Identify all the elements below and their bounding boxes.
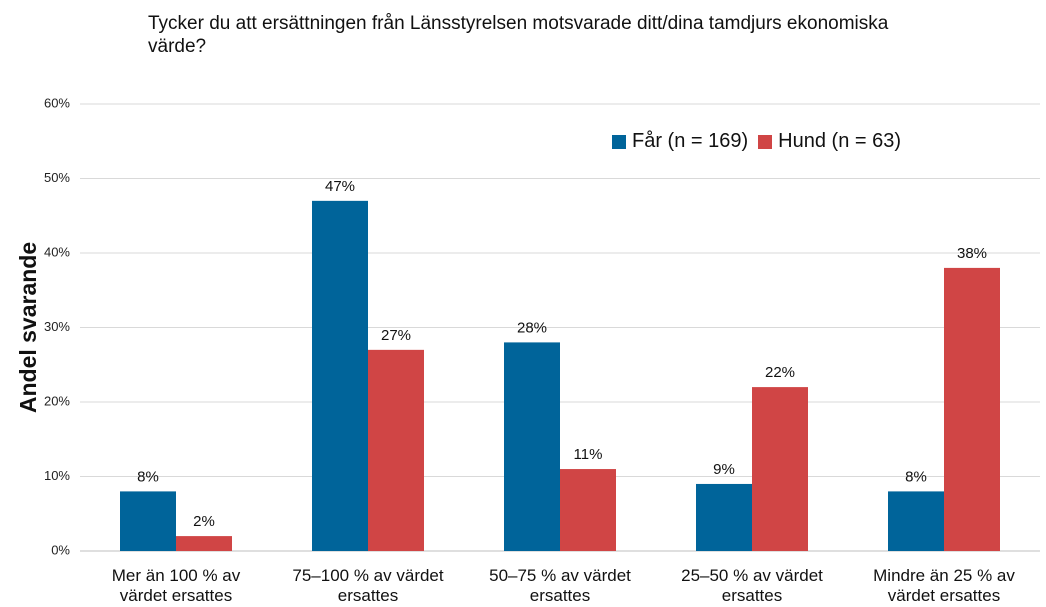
data-label: 47% bbox=[325, 178, 355, 195]
bar bbox=[120, 491, 176, 551]
x-tick-label: Mer än 100 % av värdet ersattes bbox=[111, 566, 241, 605]
bar bbox=[176, 536, 232, 551]
data-label: 22% bbox=[765, 364, 795, 381]
legend-swatch bbox=[758, 134, 773, 149]
bar bbox=[504, 342, 560, 551]
y-tick-label: 20% bbox=[44, 393, 70, 408]
y-tick-label: 10% bbox=[44, 468, 70, 483]
y-tick-label: 30% bbox=[44, 319, 70, 334]
bar bbox=[888, 491, 944, 551]
y-tick-label: 60% bbox=[44, 95, 70, 110]
data-label: 2% bbox=[193, 513, 215, 530]
x-tick-label: 50–75 % av värdet ersattes bbox=[489, 566, 631, 605]
bar bbox=[312, 200, 368, 551]
bar bbox=[368, 349, 424, 551]
bar bbox=[696, 483, 752, 551]
legend-label: Hund (n = 63) bbox=[778, 130, 902, 152]
y-axis-label: Andel svarande bbox=[15, 242, 41, 413]
data-label: 9% bbox=[713, 461, 735, 478]
data-label: 28% bbox=[517, 319, 547, 336]
legend-swatch bbox=[612, 134, 626, 149]
chart-title: Tycker du att ersättningen från Länsstyr… bbox=[148, 13, 889, 57]
bar bbox=[944, 267, 1000, 551]
data-label: 8% bbox=[137, 468, 159, 485]
x-tick-label: 75–100 % av värdet ersattes bbox=[292, 566, 444, 605]
legend-item: Hund (n = 63) bbox=[758, 130, 901, 153]
y-tick-label: 50% bbox=[44, 170, 70, 185]
y-tick-label: 40% bbox=[44, 244, 70, 259]
data-label: 38% bbox=[957, 245, 987, 262]
x-tick-label: 25–50 % av värdet ersattes bbox=[681, 566, 823, 605]
bar bbox=[560, 469, 616, 551]
legend-label: Får (n = 169) bbox=[632, 130, 749, 152]
legend: Får (n = 169) Hund (n = 63) bbox=[612, 130, 911, 153]
x-tick-label: Mindre än 25 % av värdet ersattes bbox=[873, 566, 1015, 605]
data-label: 27% bbox=[381, 327, 411, 344]
bar bbox=[752, 387, 808, 551]
data-label: 8% bbox=[905, 468, 927, 485]
y-tick-label: 0% bbox=[51, 542, 70, 557]
legend-item: Får (n = 169) bbox=[612, 130, 748, 153]
data-label: 11% bbox=[574, 446, 603, 463]
